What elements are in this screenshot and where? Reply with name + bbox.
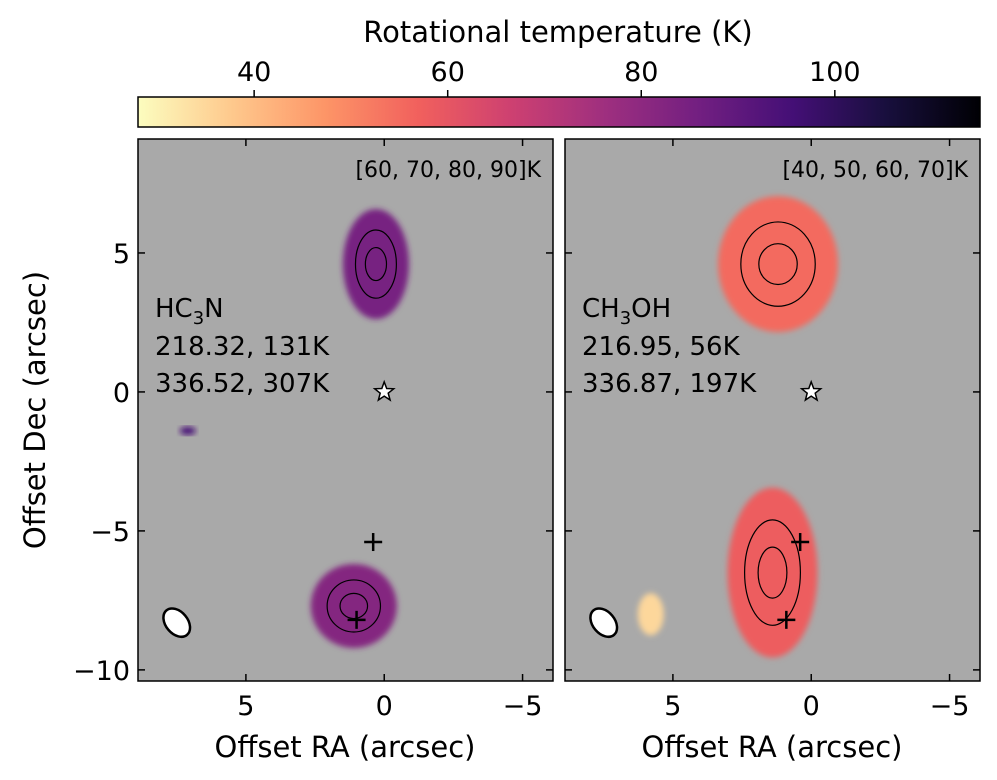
axes-frame — [564, 138, 981, 682]
colorbar-tick-label: 80 — [624, 57, 658, 88]
contour-line — [758, 243, 798, 286]
contour-line — [743, 519, 801, 626]
region-fill — [179, 426, 196, 435]
molecule-main: CH — [582, 294, 620, 324]
region-south — [727, 487, 818, 658]
colorbar-tick-label: 60 — [431, 57, 465, 88]
cross-marker — [347, 610, 366, 629]
axis-ticks: 5 0 −5 — [565, 139, 980, 722]
x-tick-label: −5 — [503, 691, 543, 722]
transition-line-1: 216.95, 56K — [582, 332, 741, 362]
cross-marker — [777, 610, 796, 629]
contour-levels-label: [60, 70, 80, 90]K — [355, 158, 541, 183]
molecule-main: HC — [155, 294, 193, 324]
map-markers — [589, 379, 823, 639]
y-axis-label: Offset Dec (arcsec) — [18, 271, 52, 549]
contour-levels-label: [40, 50, 60, 70]K — [782, 158, 968, 183]
beam-ellipse — [162, 607, 192, 639]
molecule-sub: 3 — [620, 308, 631, 329]
map-markers — [162, 379, 396, 639]
molecule-sub: 3 — [193, 308, 204, 329]
region-small — [637, 593, 664, 636]
y-tick-label: 0 — [113, 378, 130, 409]
panel-ch3oh: 5 0 −5 [40, 50, 60, 70]K CH3OH 216.95, 56K… — [564, 138, 981, 764]
region-north — [342, 209, 409, 320]
y-tick-label: −10 — [73, 656, 130, 687]
axes-frame — [137, 138, 554, 682]
cross-marker — [791, 533, 810, 552]
region-fill — [310, 563, 397, 648]
colorbar-label: Rotational temperature (K) — [363, 15, 752, 49]
star-marker — [799, 379, 823, 402]
x-axis-label: Offset RA (arcsec) — [215, 730, 476, 764]
region-north — [718, 196, 839, 333]
x-axis-label: Offset RA (arcsec) — [642, 730, 903, 764]
transition-line-2: 336.52, 307K — [155, 369, 330, 399]
region-fill — [342, 209, 409, 320]
transition-line-1: 218.32, 131K — [155, 332, 330, 362]
transition-line-2: 336.87, 197K — [582, 369, 757, 399]
axis-ticks: 5 0 −5 5 0 −5 −10 — [73, 139, 553, 722]
region-fill — [718, 196, 839, 333]
region-fill — [727, 487, 818, 658]
beam-ellipse — [589, 607, 619, 639]
y-tick-label: −5 — [90, 517, 130, 548]
panel-hc3n: 5 0 −5 5 0 −5 −10 [60, 70, 80, 90]K HC3N 218.3… — [18, 138, 554, 764]
x-tick-label: 5 — [664, 691, 681, 722]
molecule-label: HC3N — [155, 294, 224, 329]
molecule-label: CH3OH — [582, 294, 671, 329]
contour-line — [326, 579, 382, 633]
x-tick-label: −5 — [930, 691, 970, 722]
molecule-end: N — [204, 294, 223, 324]
contour-line — [757, 546, 788, 599]
y-tick-label: 5 — [113, 239, 130, 270]
x-tick-label: 0 — [803, 691, 820, 722]
contour-line — [354, 229, 397, 299]
molecule-end: OH — [631, 294, 671, 324]
colorbar-tick-label: 100 — [809, 57, 861, 88]
temperature-map — [637, 196, 839, 658]
colorbar: Rotational temperature (K) 40 60 80 100 — [137, 15, 981, 128]
colorbar-gradient — [137, 96, 981, 128]
contour-line — [364, 246, 388, 282]
x-tick-label: 0 — [376, 691, 393, 722]
contour-line — [339, 592, 369, 620]
colorbar-ticks: 40 60 80 100 — [237, 57, 861, 97]
x-tick-label: 5 — [237, 691, 254, 722]
region-south — [310, 563, 397, 648]
region-small — [179, 426, 196, 435]
temperature-map — [179, 209, 409, 648]
region-fill — [637, 593, 664, 636]
contour-line — [740, 221, 816, 307]
star-marker — [372, 379, 396, 402]
colorbar-tick-label: 40 — [237, 57, 271, 88]
cross-marker — [364, 533, 383, 552]
